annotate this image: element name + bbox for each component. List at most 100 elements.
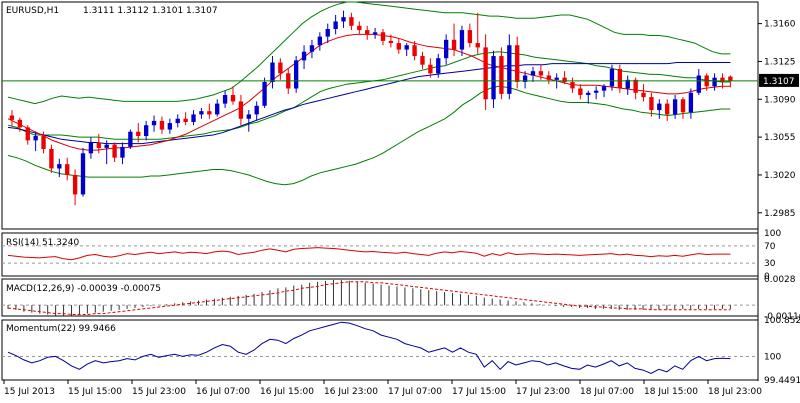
candle-body xyxy=(357,25,362,31)
x-tick-label: 17 Jul 15:00 xyxy=(452,387,506,397)
candle-body xyxy=(167,123,173,130)
x-tick-label: 16 Jul 15:00 xyxy=(260,387,314,397)
candle-body xyxy=(459,30,465,50)
x-tick-label: 18 Jul 23:00 xyxy=(708,387,762,397)
x-tick-label: 17 Jul 07:00 xyxy=(388,387,442,397)
price-tick-label: 1.3090 xyxy=(764,95,796,105)
candle-body xyxy=(451,39,457,50)
candle-body xyxy=(207,111,212,115)
candle-body xyxy=(467,30,473,44)
candle-body xyxy=(112,144,117,158)
candle-body xyxy=(49,149,54,169)
candle-body xyxy=(333,21,338,30)
candle-body xyxy=(9,115,15,120)
candle-body xyxy=(625,79,630,89)
candle-body xyxy=(562,77,567,82)
candle-body xyxy=(578,88,583,95)
candle-body xyxy=(278,62,283,74)
macd-tick-label: 0.0028 xyxy=(764,275,796,285)
candle-body xyxy=(617,69,623,89)
grid-layer xyxy=(1,1,759,381)
x-tick-label: 15 Jul 2013 xyxy=(4,387,55,397)
momentum-tick-label: 100.8526 xyxy=(764,316,800,326)
candle-body xyxy=(254,105,259,115)
fast-ma-line xyxy=(7,33,731,151)
candle-body xyxy=(230,94,236,102)
candle-body xyxy=(657,103,662,111)
momentum-label: Momentum(22) 99.9466 xyxy=(6,324,116,334)
rsi-line xyxy=(7,247,731,261)
candle-body xyxy=(372,32,378,35)
candle-body xyxy=(17,119,23,128)
candle-body xyxy=(380,32,386,41)
candle-body xyxy=(491,56,496,100)
slow-ma-line xyxy=(7,62,731,145)
price-tick-label: 1.3020 xyxy=(764,171,796,181)
candle-body xyxy=(396,43,401,50)
candle-body xyxy=(696,75,701,93)
candle-body xyxy=(530,71,536,76)
candle-body xyxy=(25,127,30,141)
candle-body xyxy=(309,45,315,52)
x-tick-label: 15 Jul 23:00 xyxy=(132,387,186,397)
candle-body xyxy=(191,114,196,122)
symbol-label: EURUSD,H1 xyxy=(6,6,59,16)
candle-body xyxy=(183,118,188,122)
momentum-panel[interactable] xyxy=(2,321,758,375)
candle-body xyxy=(609,69,615,87)
x-tick-label: 15 Jul 15:00 xyxy=(68,387,122,397)
candle-body xyxy=(65,164,70,175)
candle-body xyxy=(475,43,480,48)
price-tick-label: 1.3160 xyxy=(764,20,796,30)
candle-body xyxy=(222,94,228,104)
candle-body xyxy=(270,62,275,82)
candle-body xyxy=(507,45,512,94)
candle-body xyxy=(262,81,267,106)
price-panel[interactable] xyxy=(2,1,758,206)
x-tick-label: 18 Jul 07:00 xyxy=(580,387,634,397)
candle-body xyxy=(96,142,101,148)
candle-body xyxy=(554,77,559,80)
candle-body xyxy=(72,174,78,195)
last-price-badge xyxy=(759,73,799,87)
candle-body xyxy=(665,103,670,115)
last-price-label: 1.3107 xyxy=(763,77,795,87)
candle-body xyxy=(80,153,86,195)
candle-body xyxy=(720,77,725,82)
candle-body xyxy=(586,92,591,95)
candle-body xyxy=(365,30,370,35)
candle-body xyxy=(128,131,133,147)
candle-body xyxy=(151,120,157,126)
rsi-label: RSI(14) 51.3240 xyxy=(6,238,79,248)
candle-body xyxy=(136,131,141,137)
candle-body xyxy=(104,144,109,148)
rsi-panel[interactable] xyxy=(2,245,758,264)
candle-body xyxy=(593,90,599,93)
candle-body xyxy=(601,86,607,91)
candle-body xyxy=(88,142,94,154)
candle-body xyxy=(341,17,346,22)
candle-body xyxy=(57,164,62,169)
candle-body xyxy=(443,39,449,59)
candle-body xyxy=(728,76,733,81)
momentum-line xyxy=(7,321,731,375)
candle-body xyxy=(483,47,488,100)
candle-body xyxy=(175,118,180,124)
candle-body xyxy=(570,81,575,89)
candle-body xyxy=(688,92,694,113)
bollinger-upper-line xyxy=(7,1,731,105)
rsi-tick-label: 100 xyxy=(764,229,781,239)
price-tick-label: 1.2985 xyxy=(764,209,796,219)
candle-body xyxy=(641,92,646,98)
panel-frame-rsi xyxy=(1,232,759,277)
axis-layer: 15 Jul 2013 15 Jul 15:00 15 Jul 23:00 16 Ju… xyxy=(3,20,800,397)
candle-body xyxy=(649,97,654,111)
macd-panel[interactable] xyxy=(2,279,758,316)
candle-body xyxy=(538,71,544,76)
candle-body xyxy=(349,17,354,26)
candle-body xyxy=(246,114,251,119)
momentum-tick-label: 99.4491 xyxy=(764,376,800,386)
candle-body xyxy=(680,99,686,113)
